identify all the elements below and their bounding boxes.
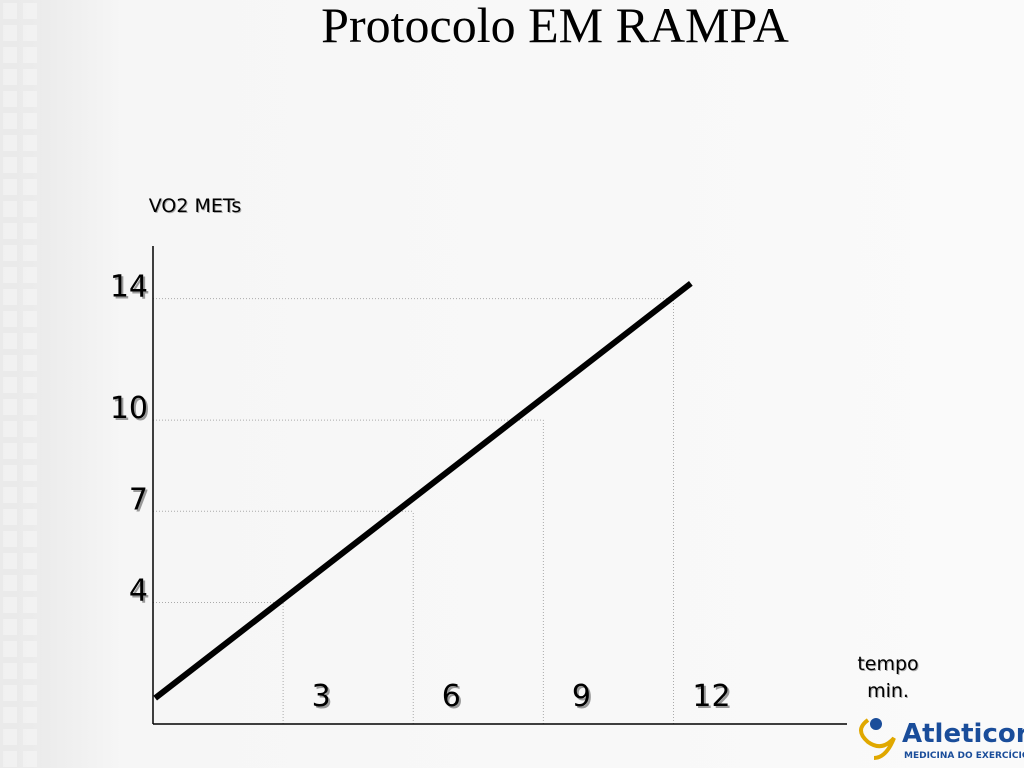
logo: Atleticor MEDICINA DO EXERCÍCIO bbox=[859, 718, 1024, 761]
logo-name: Atleticor bbox=[902, 719, 1024, 749]
x-tick-label: 6 bbox=[442, 679, 461, 714]
logo-icon bbox=[859, 718, 896, 760]
x-tick-label: 3 bbox=[312, 679, 331, 714]
y-axis-label: VO2 METs bbox=[149, 195, 242, 217]
background-strip bbox=[0, 0, 40, 768]
x-axis-label: tempo bbox=[857, 653, 918, 675]
chart-title: Protocolo EM RAMPA bbox=[321, 0, 789, 53]
ramp-line bbox=[153, 281, 693, 701]
logo-icon bbox=[870, 718, 882, 730]
y-tick-label: 10 bbox=[110, 391, 148, 426]
x-tick-label: 12 bbox=[692, 679, 730, 714]
x-axis-label: min. bbox=[867, 680, 909, 702]
logo-tagline: MEDICINA DO EXERCÍCIO bbox=[904, 749, 1024, 761]
y-tick-label: 4 bbox=[129, 573, 148, 608]
y-tick-label: 7 bbox=[129, 482, 148, 517]
y-tick-label: 14 bbox=[110, 270, 148, 305]
x-tick-label: 9 bbox=[572, 679, 591, 714]
